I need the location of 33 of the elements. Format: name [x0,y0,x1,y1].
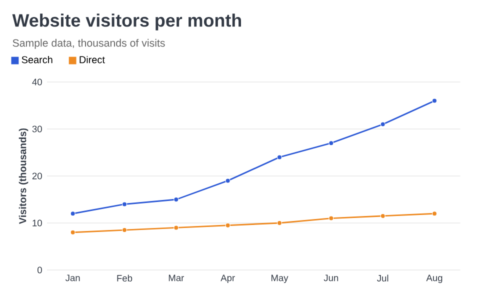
point [122,228,128,233]
point [70,230,76,235]
y-tick-label: 20 [32,172,42,180]
y-tick-label: 40 [32,78,42,86]
point [122,202,128,207]
point [70,211,76,216]
y-axis-title: Visitors (thousands) [18,128,28,224]
y-tick-label: 10 [32,220,42,226]
x-tick-label: May [271,274,288,284]
point [432,211,438,216]
point [276,220,282,226]
x-tick-label: Feb [117,274,132,282]
point [225,178,230,184]
x-tick-label: Mar [168,274,184,282]
point [225,222,230,228]
x-tick-label: Aug [426,274,442,284]
point [276,154,282,160]
y-tick-label: 30 [32,126,42,132]
x-tick-label: Jul [377,274,388,282]
point [380,122,386,127]
chart-subtitle: Sample data, thousands of visits [12,38,165,49]
legend-label: Direct [80,56,105,64]
x-tick-label: Jun [324,274,338,282]
legend-label: Search [22,56,52,64]
point [328,216,334,221]
chart-title: Website visitors per month [12,14,242,30]
x-tick-label: Jan [65,274,80,282]
y-tick-label: 0 [37,266,42,274]
point [174,196,179,202]
x-tick-label: Apr [220,274,235,284]
point [432,98,438,104]
point [174,225,179,230]
point [328,140,334,146]
